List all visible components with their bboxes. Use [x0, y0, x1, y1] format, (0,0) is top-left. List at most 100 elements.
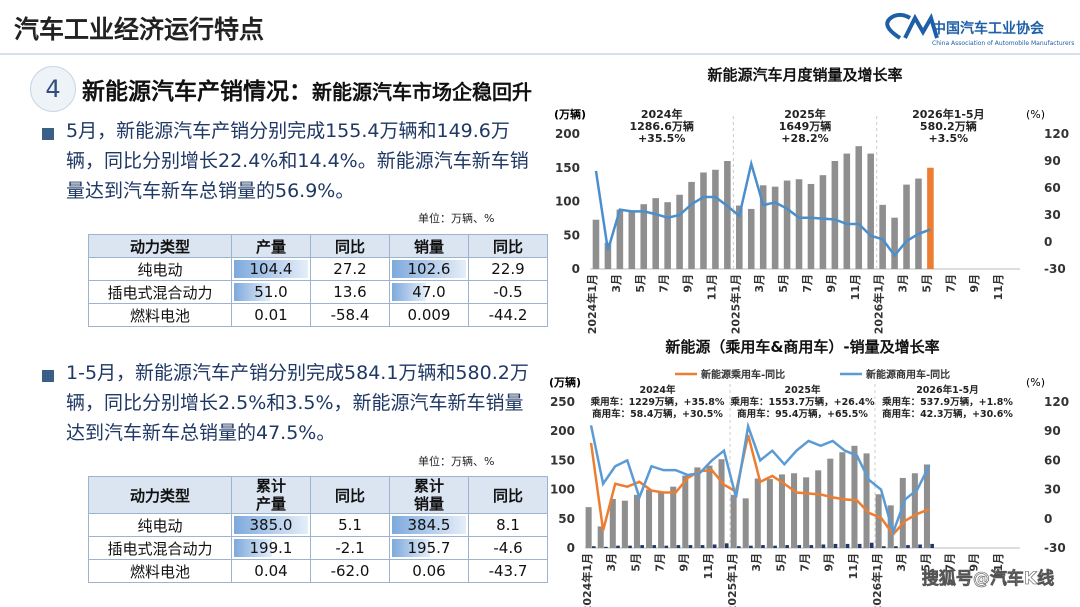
annotation: 商用车：42.3万辆，+30.6% [882, 408, 1013, 420]
y-tick-label: 250 [550, 395, 575, 409]
x-tick-label: 5月 [629, 553, 642, 572]
y2-tick-label: 90 [1044, 424, 1061, 438]
table-wrap: 动力类型 产量 同比 销量 同比 纯电动 104.4 27.2 102.6 22.9 插电式混合动力… [88, 234, 548, 327]
bar [585, 507, 592, 548]
cell-text: 385.0 [249, 516, 293, 534]
bar [730, 494, 737, 548]
table-cell: -62.0 [310, 559, 390, 583]
x-tick-label: 5月 [919, 553, 932, 572]
bar [759, 185, 767, 269]
bar [628, 211, 636, 269]
y-axis-label: (万辆) [554, 107, 586, 121]
bar [633, 494, 640, 548]
y-axis-label: (万辆) [549, 375, 581, 389]
table-row: 燃料电池 0.04 -62.0 0.06 -43.7 [88, 559, 548, 583]
bar [670, 486, 677, 548]
table-cell: -43.7 [468, 559, 548, 583]
table-cell: 0.04 [231, 559, 311, 583]
x-tick-label: 11月 [847, 553, 860, 579]
header-text: 同比 [334, 237, 365, 256]
x-tick-label: 9月 [825, 274, 838, 293]
annotation: 1649万辆 [779, 119, 832, 133]
unit: 单位：万辆、% [418, 212, 495, 225]
table-cell: 51.0 [231, 280, 311, 304]
cell-text: -44.2 [488, 306, 528, 324]
table-cell: 燃料电池 [88, 303, 232, 327]
section-title-main: 新能源汽车产销情况： [82, 79, 312, 105]
table-header-cell: 同比 [468, 234, 548, 258]
y2-tick-label: 60 [1044, 181, 1061, 195]
bar [855, 146, 863, 269]
x-tick-label: 9月 [682, 274, 695, 293]
cell-text: 0.01 [254, 306, 288, 324]
bar [712, 169, 719, 269]
bar [875, 494, 882, 548]
bar [803, 477, 810, 548]
data-bar [234, 260, 308, 278]
x-tick-label: 9月 [968, 274, 981, 293]
x-tick-label: 5月 [774, 553, 787, 572]
header-text: 累计产量 [255, 477, 286, 513]
bar [903, 184, 910, 269]
y-tick-label: 100 [555, 195, 580, 209]
bar [906, 545, 910, 548]
y-tick-label: 50 [563, 228, 580, 242]
x-tick-label: 11月 [849, 274, 862, 300]
y2-tick-label: 120 [1044, 395, 1069, 409]
bar [658, 492, 665, 548]
bar [785, 545, 789, 548]
cell-text: -0.5 [493, 283, 523, 301]
y-tick-label: 150 [555, 161, 580, 175]
section-title: 新能源汽车产销情况：新能源汽车市场企稳回升 [82, 72, 532, 106]
x-tick-label: 2024年1月 [580, 553, 594, 607]
table-cell: 0.009 [389, 303, 469, 327]
table-header-row: 动力类型 累计产量 同比 累计销量 同比 [88, 476, 548, 514]
table-cell: 插电式混合动力 [88, 280, 232, 304]
table-row: 燃料电池 0.01 -58.4 0.009 -44.2 [88, 303, 548, 327]
table-cell: 385.0 [231, 513, 311, 537]
bar [749, 545, 753, 548]
bar [640, 204, 648, 269]
cell-text: 插电式混合动力 [107, 283, 213, 302]
bar [831, 161, 839, 269]
table-header-cell: 动力类型 [88, 476, 232, 514]
bar [923, 464, 930, 548]
cell-text: 13.6 [333, 283, 367, 301]
table-cell: 102.6 [389, 257, 469, 281]
header-text: 产量 [255, 237, 286, 256]
bar [807, 183, 815, 269]
y2-axis-label: (%) [1026, 376, 1045, 389]
annotation: 2026年1-5月 [916, 384, 979, 396]
cell-text: 0.06 [412, 562, 446, 580]
cell-text: 5.1 [338, 516, 362, 534]
data-bar [234, 516, 308, 534]
bar [628, 545, 632, 548]
bar [718, 459, 725, 548]
bullet [42, 128, 54, 140]
bar [724, 161, 731, 269]
logo-text: 中国汽车工业协会 [932, 20, 1045, 37]
y2-tick-label: -30 [1044, 541, 1066, 555]
annotation: +3.5% [928, 132, 968, 145]
x-tick-label: 9月 [678, 553, 691, 572]
x-tick-label: 11月 [992, 553, 1005, 579]
x-tick-label: 3月 [897, 274, 910, 293]
bar [863, 453, 870, 548]
table-cell: 384.5 [389, 513, 469, 537]
annotation: 2026年1-5月 [912, 107, 985, 121]
bar [911, 473, 918, 548]
bar [927, 167, 934, 269]
cell-text: 195.7 [407, 539, 451, 557]
bar [783, 180, 791, 269]
annotation: 2024年 [641, 107, 683, 121]
x-tick-label: 5月 [920, 274, 933, 293]
cell-text: 384.5 [407, 516, 451, 534]
cell-text: -58.4 [330, 306, 370, 324]
bar [894, 546, 898, 548]
table-header-cell: 销量 [389, 234, 469, 258]
bar [882, 546, 886, 548]
header-text: 动力类型 [129, 237, 190, 256]
annotation: +35.5% [638, 132, 685, 145]
table: 动力类型 累计产量 同比 累计销量 同比 纯电动 385.0 5.1 384.5 8.1 插电式混合… [88, 476, 548, 583]
